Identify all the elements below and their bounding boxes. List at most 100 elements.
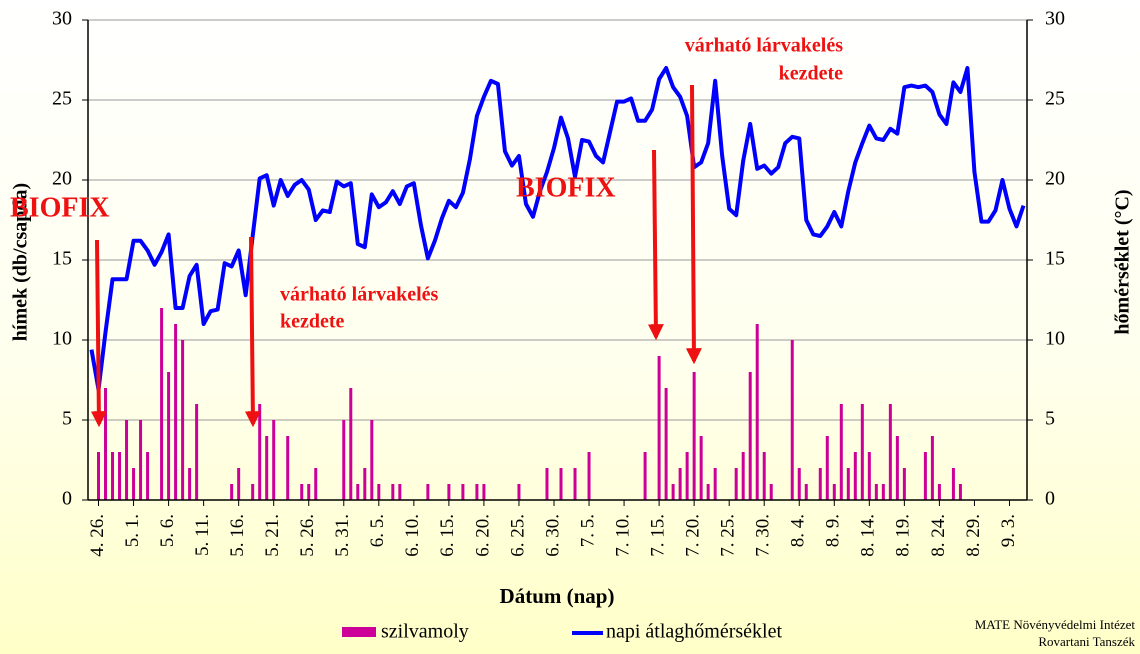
bar bbox=[426, 484, 430, 500]
bars bbox=[97, 308, 962, 500]
lines bbox=[89, 66, 1026, 392]
bar bbox=[741, 452, 745, 500]
bar bbox=[391, 484, 395, 500]
bar bbox=[643, 452, 647, 500]
bar bbox=[706, 484, 710, 500]
legend-label: napi átlaghőmérséklet bbox=[606, 621, 782, 643]
bar bbox=[286, 436, 290, 500]
x-tick-label: 9. 3. bbox=[998, 514, 1019, 547]
arrow bbox=[90, 239, 107, 428]
bar bbox=[104, 388, 108, 500]
bar bbox=[958, 484, 962, 500]
x-tick-label: 7. 5. bbox=[577, 514, 598, 547]
bar bbox=[181, 340, 185, 500]
line bbox=[89, 66, 1026, 392]
bar bbox=[559, 468, 563, 500]
bar bbox=[846, 468, 850, 500]
bar bbox=[818, 468, 822, 500]
legend-label: szilvamoly bbox=[381, 621, 469, 643]
bar bbox=[804, 484, 808, 500]
x-tick-label: 5. 1. bbox=[122, 514, 143, 547]
bar bbox=[692, 372, 696, 500]
bar bbox=[118, 452, 122, 500]
x-tick-label: 5. 6. bbox=[157, 514, 178, 547]
bar bbox=[167, 372, 171, 500]
bar bbox=[713, 468, 717, 500]
x-tick-label: 8. 14. bbox=[858, 514, 879, 557]
bar bbox=[734, 468, 738, 500]
bar bbox=[174, 324, 178, 500]
x-tick-label: 7. 10. bbox=[612, 514, 633, 557]
y-tick-label: 15 bbox=[52, 248, 72, 270]
bar bbox=[188, 468, 192, 500]
annotation: várható lárvakelés bbox=[280, 284, 439, 306]
bar bbox=[342, 420, 346, 500]
arrows bbox=[90, 84, 702, 428]
bar bbox=[461, 484, 465, 500]
y-tick-label: 25 bbox=[52, 88, 72, 110]
x-tick-label: 8. 9. bbox=[823, 514, 844, 547]
annotation: BIOFIX bbox=[10, 192, 110, 223]
x-tick-label: 5. 11. bbox=[192, 514, 213, 556]
y2-tick-label: 5 bbox=[1045, 408, 1055, 430]
bar bbox=[748, 372, 752, 500]
y-tick-label: 5 bbox=[62, 408, 72, 430]
x-tick-label: 8. 29. bbox=[963, 514, 984, 557]
bar bbox=[881, 484, 885, 500]
bar bbox=[573, 468, 577, 500]
y2-tick-label: 0 bbox=[1045, 488, 1055, 510]
x-tick-label: 5. 31. bbox=[332, 514, 353, 557]
bar bbox=[888, 404, 892, 500]
y-axis-title: hímek (db/csapda) bbox=[10, 183, 32, 341]
bar bbox=[300, 484, 304, 500]
bar bbox=[125, 420, 129, 500]
y-tick-label: 20 bbox=[52, 168, 72, 190]
bar bbox=[363, 468, 367, 500]
bar bbox=[832, 484, 836, 500]
y2-tick-label: 25 bbox=[1045, 88, 1065, 110]
bar bbox=[377, 484, 381, 500]
x-axis-title: Dátum (nap) bbox=[500, 584, 615, 608]
bar bbox=[902, 468, 906, 500]
x-tick-label: 5. 26. bbox=[297, 514, 318, 557]
bar bbox=[930, 436, 934, 500]
arrow bbox=[647, 149, 664, 341]
annotation: várható lárvakelés bbox=[685, 35, 844, 57]
annotation: kezdete bbox=[779, 63, 844, 85]
bar bbox=[265, 436, 269, 500]
bar bbox=[139, 420, 143, 500]
source: MATE Növényvédelmi Intézet bbox=[975, 617, 1136, 632]
grid bbox=[88, 19, 1027, 501]
source: Rovartani Tanszék bbox=[1038, 634, 1135, 649]
bar bbox=[587, 452, 591, 500]
x-tick-label: 8. 19. bbox=[893, 514, 914, 557]
bar bbox=[230, 484, 234, 500]
x-tick-label: 7. 15. bbox=[647, 514, 668, 557]
bar bbox=[755, 324, 759, 500]
bar bbox=[671, 484, 675, 500]
annotation: kezdete bbox=[280, 311, 345, 333]
y2-axis-title: hőmérséklet (°C) bbox=[1112, 189, 1134, 334]
bar bbox=[195, 404, 199, 500]
bar bbox=[97, 452, 101, 500]
bar bbox=[475, 484, 479, 500]
bar bbox=[370, 420, 374, 500]
y2-tick-label: 10 bbox=[1045, 328, 1065, 350]
bar bbox=[111, 452, 115, 500]
x-tick-label: 5. 21. bbox=[262, 514, 283, 557]
annotation: BIOFIX bbox=[516, 172, 616, 203]
x-tick-label: 8. 4. bbox=[788, 514, 809, 547]
legend-swatch bbox=[342, 627, 376, 637]
y2-tick-label: 20 bbox=[1045, 168, 1065, 190]
arrow bbox=[244, 236, 261, 428]
bar bbox=[937, 484, 941, 500]
bar bbox=[307, 484, 311, 500]
bar bbox=[762, 452, 766, 500]
bar bbox=[685, 452, 689, 500]
arrow bbox=[685, 84, 702, 365]
bar bbox=[839, 404, 843, 500]
bar bbox=[447, 484, 451, 500]
bar bbox=[874, 484, 878, 500]
y-tick-label: 30 bbox=[52, 8, 72, 30]
